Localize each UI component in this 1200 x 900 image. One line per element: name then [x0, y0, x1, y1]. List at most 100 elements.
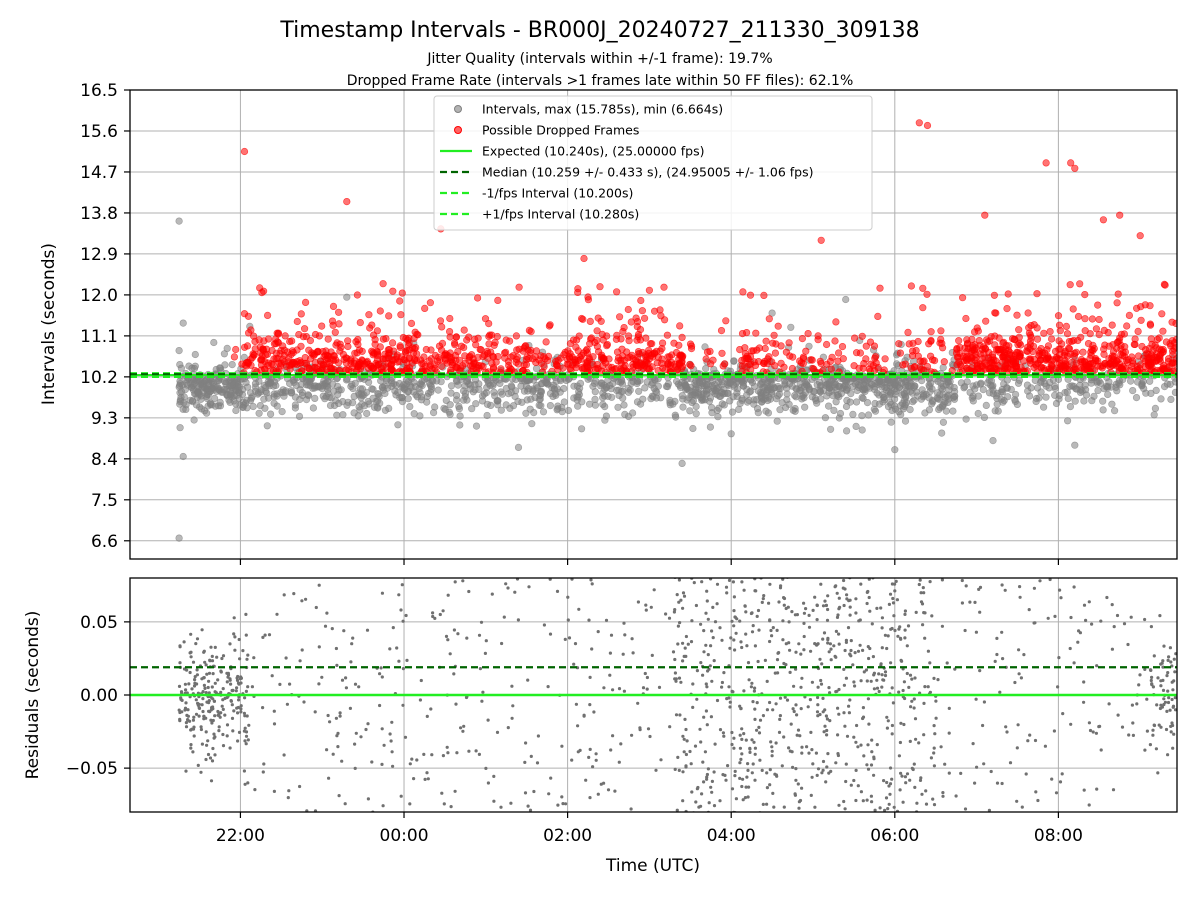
- residual-point: [891, 701, 896, 705]
- residual-point: [880, 646, 884, 650]
- residual-point: [672, 610, 677, 614]
- dropped-frame-point: [1162, 338, 1170, 346]
- residual-point: [775, 628, 779, 633]
- residual-point: [828, 691, 832, 695]
- residual-point: [866, 767, 871, 771]
- residual-point: [738, 704, 742, 708]
- residual-point: [845, 734, 850, 738]
- residual-point: [940, 624, 945, 628]
- residual-point: [701, 673, 705, 677]
- dropped-frame-point: [563, 360, 571, 368]
- residual-point: [806, 705, 810, 709]
- residual-point: [1105, 595, 1109, 600]
- interval-point: [472, 422, 481, 430]
- residual-point: [677, 768, 681, 773]
- residual-point: [879, 663, 883, 667]
- residual-point: [767, 601, 771, 605]
- residual-point: [683, 717, 687, 722]
- interval-point: [361, 402, 369, 410]
- residual-point: [835, 591, 839, 595]
- residual-point: [189, 743, 193, 747]
- residual-point: [825, 765, 829, 769]
- dropped-frame-point: [527, 328, 535, 336]
- dropped-frame-point: [1160, 365, 1168, 373]
- residual-point: [804, 607, 808, 611]
- interval-point: [434, 386, 442, 394]
- residual-point: [866, 743, 870, 747]
- dropped-frame-point: [650, 307, 659, 315]
- dropped-frame-point: [768, 358, 776, 366]
- residual-point: [862, 670, 866, 674]
- residual-point: [1166, 689, 1170, 693]
- residual-point: [209, 718, 213, 722]
- dropped-frame-point: [1059, 366, 1068, 374]
- residual-point: [481, 690, 485, 694]
- interval-point: [1090, 392, 1098, 400]
- interval-point: [842, 402, 851, 411]
- interval-point: [1011, 390, 1020, 399]
- interval-point: [692, 410, 700, 418]
- residual-point: [1072, 585, 1076, 589]
- residual-point: [252, 656, 256, 660]
- interval-point: [350, 392, 358, 401]
- residual-point: [788, 648, 792, 652]
- residual-point: [787, 746, 791, 750]
- interval-point: [943, 392, 952, 400]
- interval-point: [589, 382, 597, 390]
- residual-point: [853, 684, 857, 688]
- residual-point: [869, 763, 874, 767]
- interval-point: [398, 398, 407, 406]
- interval-point: [403, 380, 411, 388]
- residual-point: [947, 731, 951, 735]
- residual-point: [905, 671, 909, 676]
- residual-point: [915, 801, 919, 805]
- residual-point: [809, 793, 813, 798]
- dropped-frame-point: [1131, 335, 1139, 343]
- residual-point: [678, 713, 682, 717]
- residual-point: [619, 742, 623, 746]
- interval-point: [377, 377, 385, 385]
- residual-point: [796, 728, 801, 732]
- residual-point: [765, 786, 770, 790]
- residual-point: [721, 731, 726, 735]
- residual-point: [218, 715, 222, 719]
- residual-point: [728, 646, 732, 650]
- residual-point: [890, 732, 894, 736]
- residual-point: [177, 684, 182, 689]
- residual-point: [606, 788, 611, 792]
- residual-point: [236, 739, 240, 743]
- residual-point: [861, 648, 865, 653]
- residual-point: [827, 686, 831, 690]
- residual-point: [808, 698, 813, 702]
- interval-point: [232, 406, 240, 415]
- residual-point: [682, 594, 687, 598]
- residual-point: [709, 785, 713, 789]
- intervals-y-tick-label: 14.7: [80, 163, 118, 183]
- residual-point: [1164, 727, 1169, 732]
- dropped-frame-point: [1079, 348, 1087, 356]
- dropped-frame-point: [354, 340, 362, 349]
- legend: Intervals, max (15.785s), min (6.664s) P…: [433, 95, 873, 231]
- interval-point: [727, 430, 735, 438]
- residual-point: [849, 639, 853, 643]
- residual-point: [1013, 680, 1017, 685]
- interval-point: [291, 404, 300, 412]
- residual-point: [449, 805, 453, 809]
- residual-point: [1168, 646, 1172, 650]
- interval-point: [324, 383, 332, 391]
- residual-point: [843, 724, 847, 728]
- residual-point: [883, 670, 888, 674]
- residual-point: [959, 771, 963, 776]
- residual-point: [1076, 640, 1080, 644]
- residual-point: [229, 682, 233, 686]
- dropped-frame-point: [997, 346, 1005, 354]
- residual-point: [842, 683, 847, 687]
- dropped-frame-point: [895, 340, 903, 348]
- interval-point: [369, 394, 377, 403]
- residual-point: [608, 673, 612, 677]
- interval-point: [938, 401, 947, 410]
- dropped-frame-point: [325, 352, 333, 361]
- interval-point: [362, 388, 371, 397]
- interval-point: [498, 390, 506, 398]
- residual-point: [1099, 619, 1103, 623]
